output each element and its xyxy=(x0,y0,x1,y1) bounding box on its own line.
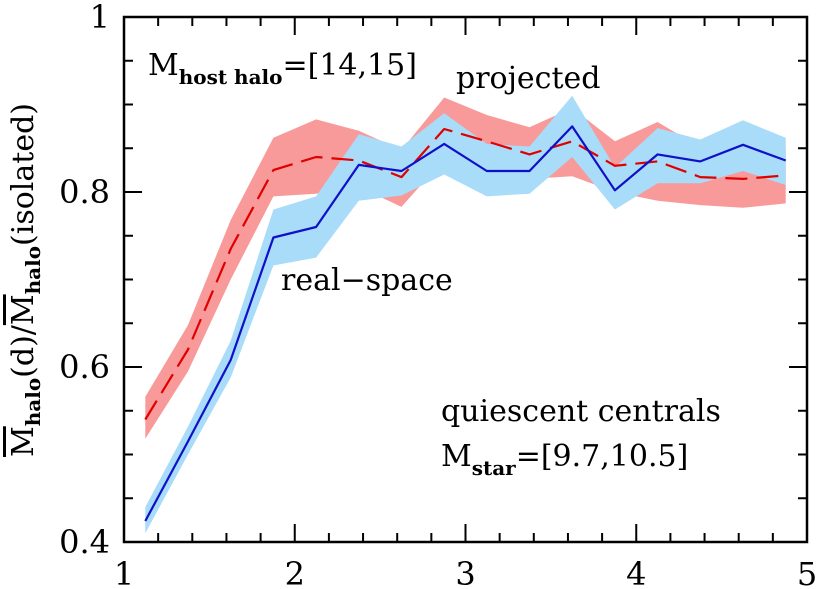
mstar-tail: =[9.7,10.5] xyxy=(516,439,689,474)
annotation-projected: projected xyxy=(456,61,600,96)
y-tick-label: 0.4 xyxy=(59,523,110,561)
x-tick-label: 5 xyxy=(797,555,817,589)
annotation-real-space: real−space xyxy=(281,263,453,298)
line-projected xyxy=(144,127,786,421)
host-halo-sub: host halo xyxy=(179,65,283,89)
y-tick-label: 1 xyxy=(90,0,110,36)
annotation-quiescent: quiescent centrals xyxy=(441,394,721,429)
y-label-mid: (d)/ xyxy=(6,324,41,378)
y-tick-label: 0.8 xyxy=(59,173,110,211)
mstar-main: M xyxy=(441,439,472,474)
x-tick-label: 3 xyxy=(455,555,475,589)
annotation-host-halo: Mhost halo=[14,15] xyxy=(148,48,417,89)
x-tick-label: 1 xyxy=(114,555,134,589)
plot-frame xyxy=(122,15,809,544)
annotation-mstar: Mstar=[9.7,10.5] xyxy=(441,439,688,480)
mstar-sub: star xyxy=(472,456,516,480)
x-tick-label: 4 xyxy=(626,555,646,589)
tick-labels: 1 2 3 4 5 0.4 0.6 0.8 1 xyxy=(59,0,817,589)
confidence-bands xyxy=(145,95,786,534)
x-tick-label: 2 xyxy=(285,555,305,589)
y-label-main: M xyxy=(6,426,41,457)
y-label-main2: M xyxy=(6,294,41,325)
host-halo-tail: =[14,15] xyxy=(283,48,417,83)
host-halo-main: M xyxy=(148,48,179,83)
y-tick-label: 0.6 xyxy=(59,348,110,386)
line-real-space xyxy=(144,125,787,522)
y-label-sub2: halo xyxy=(21,246,45,294)
series-lines xyxy=(144,125,787,522)
y-label-tail: (isolated) xyxy=(6,103,41,246)
y-label-sub: halo xyxy=(21,378,45,426)
band-real-space xyxy=(145,95,786,534)
y-axis-label: Mhalo(d)/Mhalo(isolated) xyxy=(6,103,45,457)
